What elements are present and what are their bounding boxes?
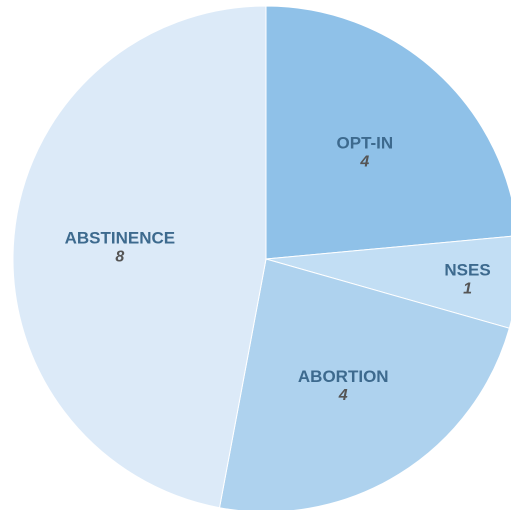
pie-slice-abstinence xyxy=(12,5,267,509)
pie-slice-opt-in xyxy=(265,5,511,260)
pie-slice-abortion xyxy=(218,258,510,510)
pie-slices xyxy=(12,5,511,510)
pie-slice-label-opt-in: OPT-IN xyxy=(337,134,394,153)
pie-slice-value-abortion: 4 xyxy=(338,387,348,404)
pie-slice-value-opt-in: 4 xyxy=(359,154,369,171)
pie-slice-value-nses: 1 xyxy=(463,281,472,298)
pie-slice-label-nses: NSES xyxy=(444,261,490,280)
pie-slice-value-abstinence: 8 xyxy=(115,248,124,265)
pie-slice-label-abortion: ABORTION xyxy=(298,367,389,386)
pie-slice-label-abstinence: ABSTINENCE xyxy=(65,228,176,247)
